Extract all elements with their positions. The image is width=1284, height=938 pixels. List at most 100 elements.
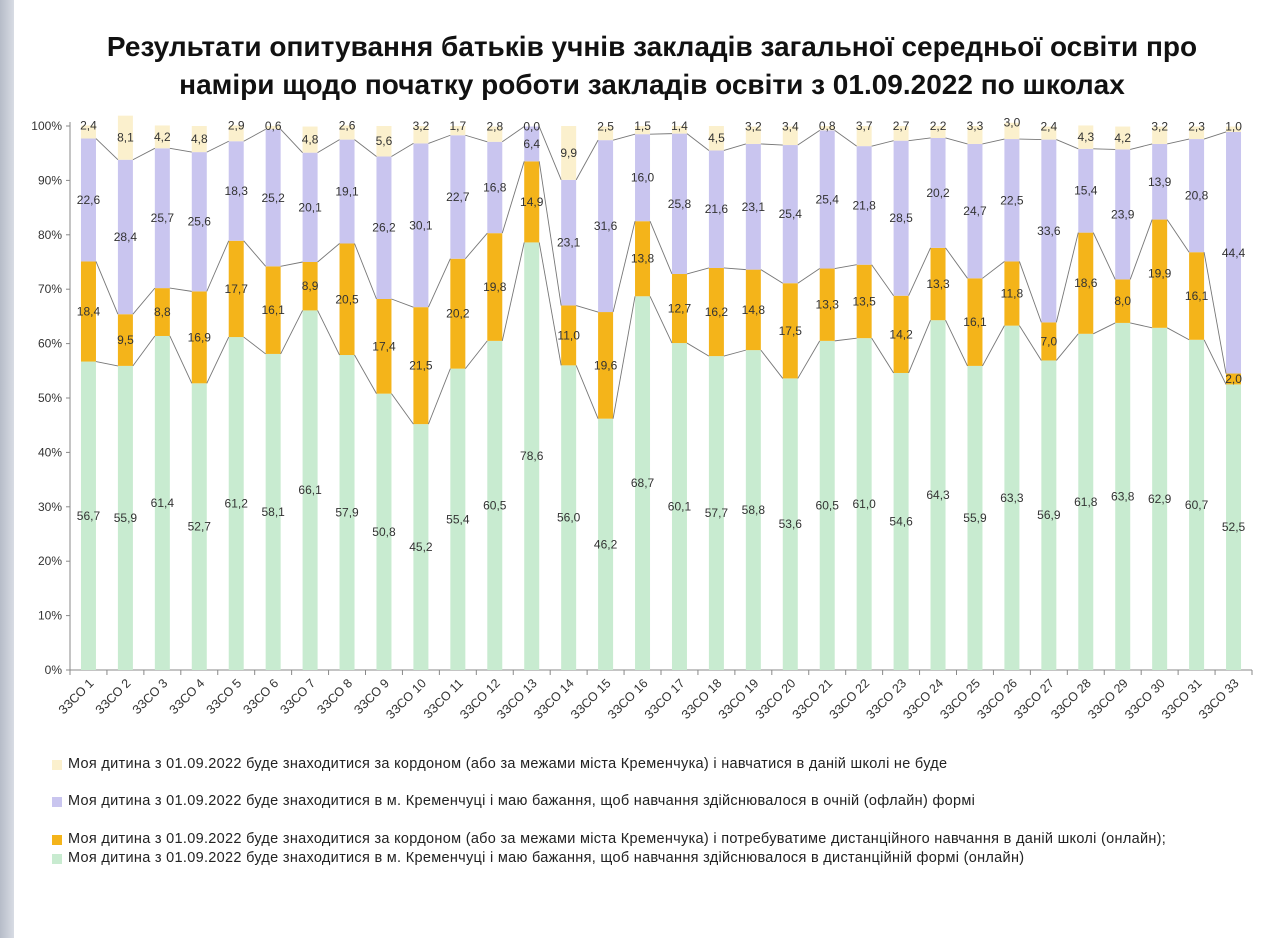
bar-abroad-none xyxy=(228,125,244,142)
series-line-offline xyxy=(132,147,156,161)
bar-offline xyxy=(1041,139,1057,323)
series-line-abroad-online xyxy=(1055,232,1079,323)
series-line-offline xyxy=(871,140,894,147)
bar-abroad-online xyxy=(1004,261,1020,326)
data-label-abroad-none: 2,9 xyxy=(228,118,245,132)
bar-abroad-none xyxy=(339,125,355,140)
data-label-abroad-online: 16,9 xyxy=(188,330,212,344)
data-label-online: 63,8 xyxy=(1111,489,1135,503)
bar-offline xyxy=(487,141,503,234)
legend-item-online: Моя дитина з 01.09.2022 буде знаходитися… xyxy=(52,849,1262,868)
series-line-abroad-online xyxy=(317,243,340,263)
bar-abroad-none xyxy=(487,126,503,142)
series-line-offline xyxy=(982,138,1005,145)
series-line-abroad-online xyxy=(686,267,710,275)
series-line-offline xyxy=(1019,138,1042,141)
series-line-online xyxy=(649,296,673,344)
data-label-online: 60,5 xyxy=(816,498,840,512)
data-label-offline: 6,4 xyxy=(523,137,540,151)
series-line-abroad-online xyxy=(206,240,230,292)
bar-offline xyxy=(1152,143,1168,220)
data-label-abroad-none: 1,0 xyxy=(1225,120,1242,134)
data-label-offline: 19,1 xyxy=(335,185,359,199)
data-label-abroad-online: 19,6 xyxy=(594,358,618,372)
series-line-offline xyxy=(760,143,783,146)
series-line-abroad-online xyxy=(871,264,894,296)
y-tick-label: 70% xyxy=(38,282,62,296)
series-line-abroad-online xyxy=(391,298,414,308)
bar-offline xyxy=(967,143,983,279)
legend-text-online: Моя дитина з 01.09.2022 буде знаходитися… xyxy=(68,850,1025,866)
data-label-abroad-online: 17,4 xyxy=(372,339,396,353)
data-label-abroad-online: 21,5 xyxy=(409,359,433,373)
y-tick-label: 100% xyxy=(31,119,62,133)
bar-abroad-online xyxy=(1226,373,1242,385)
bar-online xyxy=(819,340,835,670)
data-label-online: 57,9 xyxy=(335,506,359,520)
bar-abroad-none xyxy=(1078,125,1094,149)
y-tick-label: 50% xyxy=(38,391,62,405)
bar-abroad-online xyxy=(117,314,133,366)
bar-online xyxy=(671,343,687,670)
series-line-abroad-online xyxy=(576,305,599,313)
data-label-offline: 23,1 xyxy=(557,236,581,250)
legend-swatch-online xyxy=(52,854,62,864)
data-label-abroad-online: 14,8 xyxy=(742,303,766,317)
series-line-offline xyxy=(502,126,525,143)
bar-abroad-none xyxy=(1004,122,1020,140)
data-label-abroad-none: 5,6 xyxy=(376,134,393,148)
data-label-abroad-online: 19,8 xyxy=(483,280,507,294)
series-line-abroad-online xyxy=(834,264,857,269)
bar-abroad-none xyxy=(450,126,466,136)
data-label-abroad-online: 17,7 xyxy=(225,282,249,296)
data-label-online: 60,7 xyxy=(1185,498,1209,512)
data-label-abroad-none: 1,5 xyxy=(634,119,651,133)
bar-abroad-none xyxy=(708,126,724,151)
bar-offline xyxy=(708,150,724,268)
data-label-abroad-none: 4,2 xyxy=(1114,131,1131,145)
legend-swatch-abroad-none xyxy=(52,760,62,770)
bar-abroad-online xyxy=(671,273,687,344)
series-line-offline xyxy=(169,147,192,153)
data-label-online: 78,6 xyxy=(520,449,544,463)
series-line-online xyxy=(132,335,156,367)
y-tick-label: 90% xyxy=(38,173,62,187)
series-line-online xyxy=(391,393,414,425)
series-line-online xyxy=(1055,333,1079,361)
x-tick-label: ЗЗСО 10 xyxy=(383,676,429,722)
bar-abroad-online xyxy=(1152,219,1168,328)
bar-abroad-none xyxy=(967,126,983,144)
series-line-abroad-online xyxy=(427,258,451,308)
data-label-offline: 25,8 xyxy=(668,197,692,211)
bar-abroad-none xyxy=(671,126,687,134)
series-line-online xyxy=(1130,322,1153,329)
data-label-abroad-online: 8,9 xyxy=(302,279,319,293)
bar-abroad-none xyxy=(819,126,835,131)
data-label-offline: 16,0 xyxy=(631,171,655,185)
series-line-offline xyxy=(243,128,266,142)
data-label-offline: 21,8 xyxy=(852,198,876,212)
bar-abroad-online xyxy=(265,266,281,354)
bar-online xyxy=(1004,325,1020,670)
data-label-abroad-online: 18,6 xyxy=(1074,276,1098,290)
data-label-online: 56,7 xyxy=(77,509,101,523)
series-line-online xyxy=(243,336,266,355)
y-tick-label: 40% xyxy=(38,445,62,459)
data-label-online: 56,9 xyxy=(1037,508,1061,522)
series-line-online xyxy=(575,365,599,419)
bar-online xyxy=(524,242,540,670)
bar-online xyxy=(1189,339,1205,670)
data-label-offline: 28,4 xyxy=(114,230,138,244)
series-line-offline xyxy=(354,139,377,157)
data-label-abroad-online: 2,0 xyxy=(1225,372,1242,386)
series-line-online xyxy=(317,310,340,356)
series-line-abroad-online xyxy=(612,221,636,313)
series-line-abroad-online xyxy=(501,161,525,234)
series-line-abroad-online xyxy=(982,261,1005,279)
data-label-abroad-online: 16,1 xyxy=(261,303,285,317)
data-label-offline: 31,6 xyxy=(594,219,618,233)
series-line-offline xyxy=(391,143,414,157)
series-line-abroad-online xyxy=(132,287,156,315)
data-label-online: 46,2 xyxy=(594,537,618,551)
series-line-offline xyxy=(945,137,968,145)
